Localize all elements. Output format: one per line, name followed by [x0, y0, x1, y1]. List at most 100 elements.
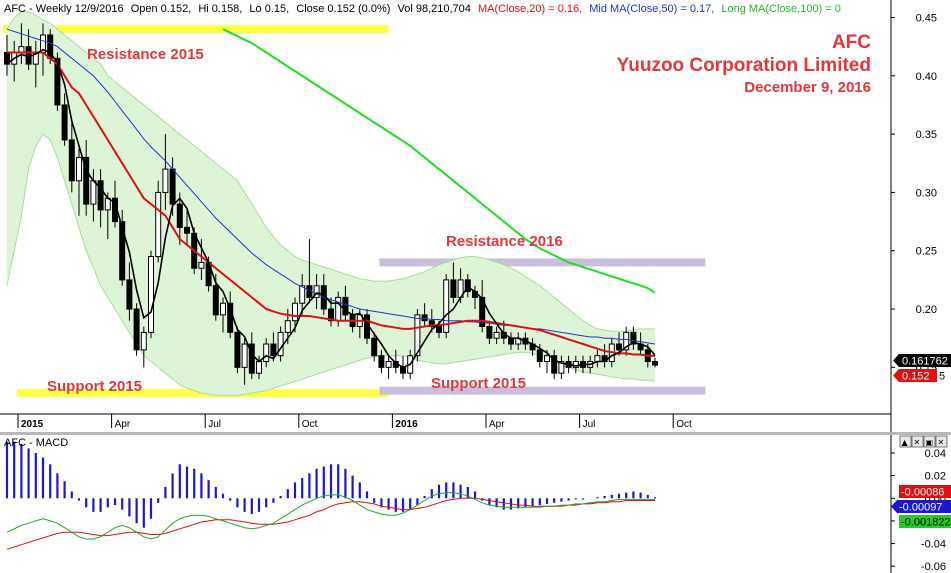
candle: [421, 303, 428, 327]
header-ma50: Mid MA(Close,50) = 0.17,: [589, 3, 714, 15]
candle: [126, 262, 133, 321]
price-axis-area: [891, 0, 951, 414]
title-date: December 9, 2016: [744, 79, 871, 96]
hist-value-flag: -0.00097: [891, 500, 951, 514]
x-tick-label: Apr: [489, 419, 505, 430]
candle: [248, 332, 255, 380]
x-tick-label: Jul: [208, 419, 221, 430]
last-close-flag: 0.152 5: [893, 369, 945, 383]
panel-button-remove-glyph: ✕: [938, 438, 945, 447]
macd-series: [5, 441, 657, 550]
candle-body: [133, 308, 140, 351]
candle: [148, 250, 154, 339]
candle-body: [220, 302, 226, 316]
candle: [263, 338, 270, 368]
candle: [162, 134, 169, 210]
candle-body: [342, 296, 349, 316]
annotation-resistance-2016: Resistance 2016: [446, 233, 563, 250]
candle: [176, 192, 183, 245]
header-vol: Vol 98,210,704: [397, 3, 470, 15]
hist-value-label: -0.00097: [899, 502, 942, 514]
candle: [155, 180, 162, 263]
x-tick-label: 2016: [395, 419, 418, 430]
candle: [220, 297, 226, 333]
signal-value-label: -0.001822: [901, 517, 951, 529]
macd-tick-label: 0.04: [925, 448, 946, 460]
panel-button-max[interactable]: [923, 435, 936, 448]
signal-value-flag: -0.001822: [899, 515, 951, 529]
candle: [184, 209, 190, 245]
bollinger-upper: [6, 11, 655, 332]
ma50-line: [6, 28, 656, 345]
candle: [119, 209, 126, 286]
x-tick-label: Oct: [676, 419, 692, 430]
macd-panel-buttons[interactable]: ▲ ✕ ▣ ✕: [899, 435, 948, 448]
candle-body: [486, 326, 493, 339]
candle: [378, 349, 385, 374]
x-axis-ticks: 2015 Apr Jul Oct 2016 Apr Jul Oct: [17, 414, 692, 430]
moving-average-lines: [6, 28, 656, 369]
candle-body: [508, 337, 514, 345]
candle: [83, 139, 90, 216]
x-tick-label: Oct: [302, 419, 318, 430]
candle: [68, 122, 75, 193]
macd-title: AFC - MACD: [4, 437, 68, 449]
candle-body: [299, 285, 306, 304]
candle-body: [212, 285, 219, 316]
candle: [140, 326, 147, 368]
header-open: Open 0.152,: [131, 3, 192, 15]
header-hi: Hi 0.158,: [198, 3, 242, 15]
resistance-2015-band: [3, 25, 389, 34]
x-tick-label: Apr: [115, 419, 131, 430]
macd-tick-label: 0.02: [925, 471, 946, 483]
price-tick-label: 0.20: [916, 304, 937, 316]
header-close: Close 0.152 (0.0%): [296, 3, 390, 15]
x-tick-label: Jul: [583, 419, 596, 430]
chart-header: AFC - Weekly 12/9/2016 Open 0.152, Hi 0.…: [4, 3, 841, 15]
candle-body: [148, 256, 154, 333]
candle-body: [90, 180, 97, 205]
price-tick-label: 0.40: [916, 71, 937, 83]
candle-body: [443, 279, 450, 333]
candle-body: [76, 156, 82, 182]
candle: [270, 332, 277, 362]
price-tick-label: 0.25: [916, 246, 937, 258]
candle: [464, 274, 471, 298]
candle-body: [61, 104, 68, 141]
support-2015-band-right: [379, 386, 706, 395]
last-close-label: 0.152: [902, 371, 930, 383]
x-tick-label: 2015: [21, 419, 44, 430]
resistance-2016-band: [379, 258, 706, 267]
header-ma100: Long MA(Close,100) = 0: [721, 3, 841, 15]
price-axis-ticks: 0.450.400.350.300.250.200.15: [891, 12, 937, 374]
last-mid-label: 0.161762: [902, 356, 948, 368]
candle: [385, 355, 392, 380]
header-symbol: AFC - Weekly 12/9/2016: [4, 3, 124, 15]
candle-body: [234, 331, 241, 368]
short-ma-line: [6, 48, 656, 369]
candle-body: [544, 355, 550, 363]
candle: [234, 326, 241, 374]
bollinger-fill: [7, 11, 655, 396]
candle-body: [176, 203, 183, 228]
candle-body: [270, 343, 277, 357]
candle: [76, 145, 82, 216]
annotation-support-2015-right: Support 2015: [431, 375, 526, 392]
candle: [313, 274, 320, 310]
candle: [342, 285, 349, 321]
panel-button-remove[interactable]: [935, 435, 948, 448]
candle: [450, 262, 457, 304]
panel-button-close[interactable]: [911, 435, 924, 448]
annotation-resistance-2015: Resistance 2015: [87, 46, 204, 63]
candle: [97, 169, 104, 228]
candle-body: [464, 279, 471, 293]
candle-body: [436, 326, 442, 333]
candle-body: [284, 320, 291, 333]
candle-body: [155, 191, 162, 258]
candle: [299, 274, 306, 315]
candle-body: [371, 337, 378, 357]
panel-button-up[interactable]: [899, 435, 912, 448]
candle-body: [328, 308, 334, 322]
candle-body: [551, 355, 558, 374]
